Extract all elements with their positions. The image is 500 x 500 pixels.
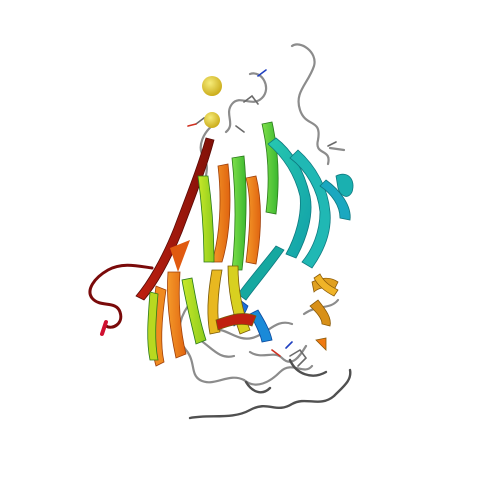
beta-strand-right-lower: [309, 273, 339, 351]
ligand-sphere: [202, 76, 222, 96]
side-chain-sticks: [187, 69, 337, 367]
beta-strand-red-orange: [135, 137, 215, 301]
beta-sheet-teal: [237, 137, 354, 301]
ligand-sphere: [204, 112, 220, 128]
dark-coil-loops: [188, 358, 352, 420]
beta-strand-front: [207, 265, 257, 335]
red-loop: [88, 263, 154, 336]
ligand-spheres: [202, 76, 222, 128]
